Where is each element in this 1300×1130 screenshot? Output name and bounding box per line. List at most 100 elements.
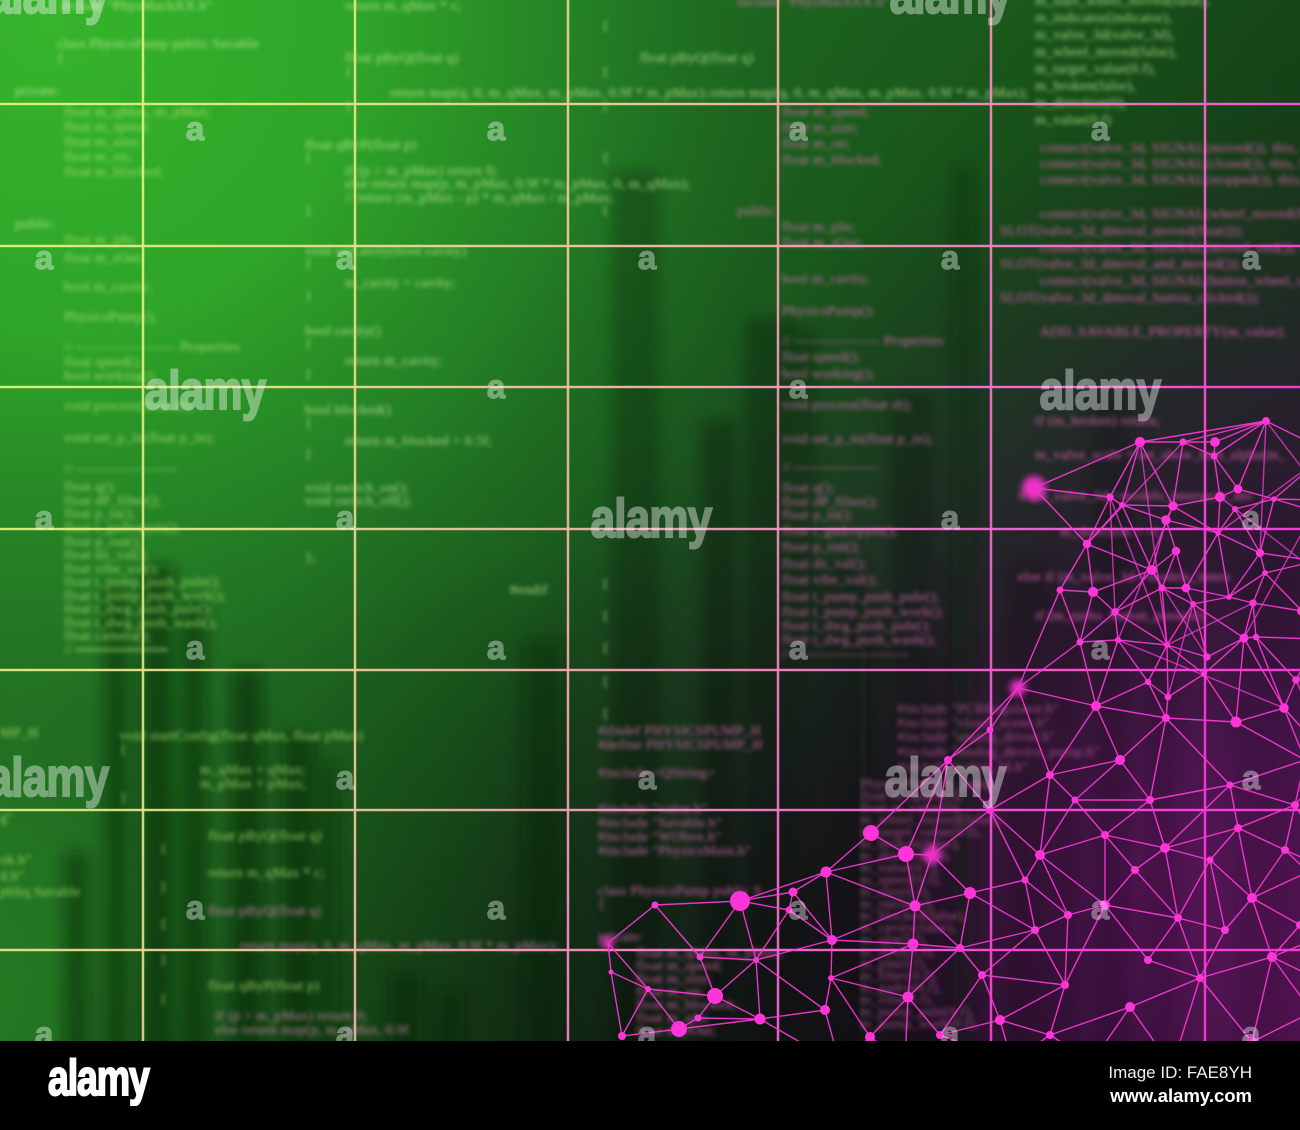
svg-text:{: { <box>602 19 609 34</box>
svg-text:float pByQ(float q): float pByQ(float q) <box>345 51 459 66</box>
svg-text:a: a <box>789 889 808 926</box>
svg-text:#include <QString>: #include <QString> <box>598 766 715 781</box>
svg-text:{: { <box>602 675 609 690</box>
svg-text:if (p > m_pMax) return 0;: if (p > m_pMax) return 0; <box>215 1009 368 1024</box>
svg-text:m_filter(0.f),: m_filter(0.f), <box>860 969 937 984</box>
svg-text:float m_size;: float m_size; <box>782 121 859 136</box>
svg-text:}: } <box>345 99 352 114</box>
svg-text:a: a <box>941 499 960 536</box>
svg-text:m_broken(false),: m_broken(false), <box>1035 79 1136 94</box>
svg-text:connect(valve_3d, SIGNAL(moved: connect(valve_3d, SIGNAL(moved_end()), t… <box>1040 241 1300 256</box>
svg-text:private:: private: <box>15 84 60 99</box>
svg-text:m_wheel_moved(false),: m_wheel_moved(false), <box>860 813 1002 828</box>
svg-text:a: a <box>186 889 205 926</box>
svg-text:alamy: alamy <box>890 0 1012 25</box>
svg-text:pbliq Savable: pbliq Savable <box>0 885 81 900</box>
svg-text:m_cavity = cavity;: m_cavity = cavity; <box>345 276 456 291</box>
svg-text:alamy: alamy <box>145 359 267 421</box>
svg-text:float t_pump_push_pule();: float t_pump_push_pule(); <box>782 590 939 605</box>
svg-text:float m_qMax, m_pMax;: float m_qMax, m_pMax; <box>64 105 211 120</box>
svg-text:return map(q, 0, m_qMax, m_pMa: return map(q, 0, m_qMax, m_pMax, 0.9f * … <box>710 86 1028 101</box>
svg-text:float m_on;: float m_on; <box>782 137 850 152</box>
svg-text:{: { <box>305 151 312 166</box>
svg-text:a: a <box>35 1015 54 1041</box>
svg-text:PhysicsPump m_pump;: PhysicsPump m_pump; <box>860 777 998 792</box>
svg-text:a: a <box>35 499 54 536</box>
svg-text:{: { <box>305 416 312 431</box>
svg-text:#ifndef PHYSICSPUMP_H: #ifndef PHYSICSPUMP_H <box>598 724 761 739</box>
svg-text:float dP_filter();: float dP_filter(); <box>64 494 161 509</box>
svg-text:float m_speed(0),: float m_speed(0), <box>860 789 964 804</box>
svg-text:a: a <box>789 629 808 666</box>
svg-text:{: { <box>602 204 609 219</box>
svg-text:};: }; <box>305 551 316 566</box>
svg-text:bool cavity(): bool cavity() <box>305 324 381 339</box>
svg-text:void set_p_in(float p_in);: void set_p_in(float p_in); <box>64 431 215 446</box>
svg-text:PhysicsPump();: PhysicsPump(); <box>782 304 875 319</box>
svg-text:bool working();: bool working(); <box>64 369 157 384</box>
svg-text:float vibe_val();: float vibe_val(); <box>782 573 878 588</box>
svg-text:a: a <box>1091 110 1110 147</box>
svg-text:a: a <box>1242 499 1261 536</box>
svg-text:if (m_broken) return;: if (m_broken) return; <box>1035 414 1160 429</box>
svg-text:m_speed(0.f),: m_speed(0.f), <box>860 873 942 888</box>
svg-text:// ————————: // ———————— <box>782 647 909 662</box>
svg-text:// return (m_pMax - p) * m_qMa: // return (m_pMax - p) * m_qMax / m_pMax… <box>345 191 614 206</box>
svg-text:float m_pIn;: float m_pIn; <box>782 220 855 235</box>
svg-text:void process(float dt);: void process(float dt); <box>64 399 195 414</box>
svg-text:m_indicator(indicator),: m_indicator(indicator), <box>1035 11 1172 26</box>
svg-text:float p_in();: float p_in(); <box>782 508 853 523</box>
svg-text:d.h": d.h" <box>0 869 24 884</box>
svg-text:{: { <box>345 65 352 80</box>
svg-text:if (p > m_pMax) return 0;: if (p > m_pMax) return 0; <box>345 164 498 179</box>
svg-text:a: a <box>789 368 808 405</box>
svg-text:void set_p_in(float p_in);: void set_p_in(float p_in); <box>782 432 933 447</box>
svg-text:// ———————: // ——————— <box>64 462 177 477</box>
svg-text:a: a <box>941 239 960 276</box>
svg-text:void process(float dt);: void process(float dt); <box>782 398 913 413</box>
svg-text:#include "visual_scene.h": #include "visual_scene.h" <box>897 716 1050 731</box>
svg-text:a: a <box>336 499 355 536</box>
svg-text:}: } <box>160 880 167 895</box>
svg-text:else return map(p, m_pMax, 0.9: else return map(p, m_pMax, 0.9f <box>215 1023 409 1038</box>
svg-text:{: { <box>602 609 609 624</box>
svg-text:bool blocked(): bool blocked() <box>305 403 391 418</box>
svg-text:connect(valve_3d, SIGNAL(moved: connect(valve_3d, SIGNAL(moved()), this,… <box>1040 141 1300 156</box>
svg-text:g": g" <box>0 811 13 826</box>
svg-text:else if (m_valve_3d->models_in: else if (m_valve_3d->models_inters <box>1018 570 1231 585</box>
svg-text:SLOT(valve_3d_dmoval_and_moved: SLOT(valve_3d_dmoval_and_moved()); <box>1000 257 1240 272</box>
svg-text:{: { <box>602 65 609 80</box>
svg-text:float m_rOut;: float m_rOut; <box>64 251 145 266</box>
svg-text:float m_on;: float m_on; <box>64 150 132 165</box>
svg-text:alamy: alamy <box>0 746 109 808</box>
svg-text:void switch_off();: void switch_off(); <box>305 494 412 509</box>
svg-text:}: } <box>305 289 312 304</box>
svg-text:float pByQ(float q): float pByQ(float q) <box>208 904 322 919</box>
svg-text:m_wheel_moved(false),: m_wheel_moved(false), <box>1035 45 1177 60</box>
svg-text:a: a <box>487 889 506 926</box>
svg-text:#include "Savable.h": #include "Savable.h" <box>598 816 722 831</box>
svg-text:{: { <box>160 917 167 932</box>
svg-text:a: a <box>1242 759 1261 796</box>
svg-text:#include "PCBRegulator.h": #include "PCBRegulator.h" <box>897 702 1059 717</box>
svg-text:a: a <box>336 239 355 276</box>
svg-text:m_target_value(0.f),: m_target_value(0.f), <box>860 825 981 840</box>
svg-text:float speed();: float speed(); <box>782 350 860 365</box>
svg-text:a: a <box>186 629 205 666</box>
svg-text:return m_qMax * c;: return m_qMax * c; <box>345 0 462 14</box>
svg-text:alamy: alamy <box>1040 359 1162 421</box>
svg-text:void startConfig(float qMax, f: void startConfig(float qMax, float pMax) <box>120 729 363 744</box>
svg-text:float t_dwg_push_pule();: float t_dwg_push_pule(); <box>64 602 213 617</box>
svg-text:a: a <box>638 759 657 796</box>
svg-text:float m_speed;: float m_speed; <box>64 120 151 135</box>
svg-text:{: { <box>305 337 312 352</box>
svg-text:{: { <box>602 707 609 722</box>
svg-text:float m_speed;: float m_speed; <box>782 105 869 120</box>
svg-text:return m_cavity;: return m_cavity; <box>345 354 443 369</box>
svg-text:connect(valve_3d, SIGNAL(stopp: connect(valve_3d, SIGNAL(stopped()), thi… <box>1040 173 1300 188</box>
svg-text:float dx_val();: float dx_val(); <box>64 548 149 563</box>
svg-text:{: { <box>160 992 167 1007</box>
svg-text:float dx_val();: float dx_val(); <box>782 557 867 572</box>
svg-text:float t_pump_push_work();: float t_pump_push_work(); <box>782 605 944 620</box>
svg-text:a: a <box>35 239 54 276</box>
